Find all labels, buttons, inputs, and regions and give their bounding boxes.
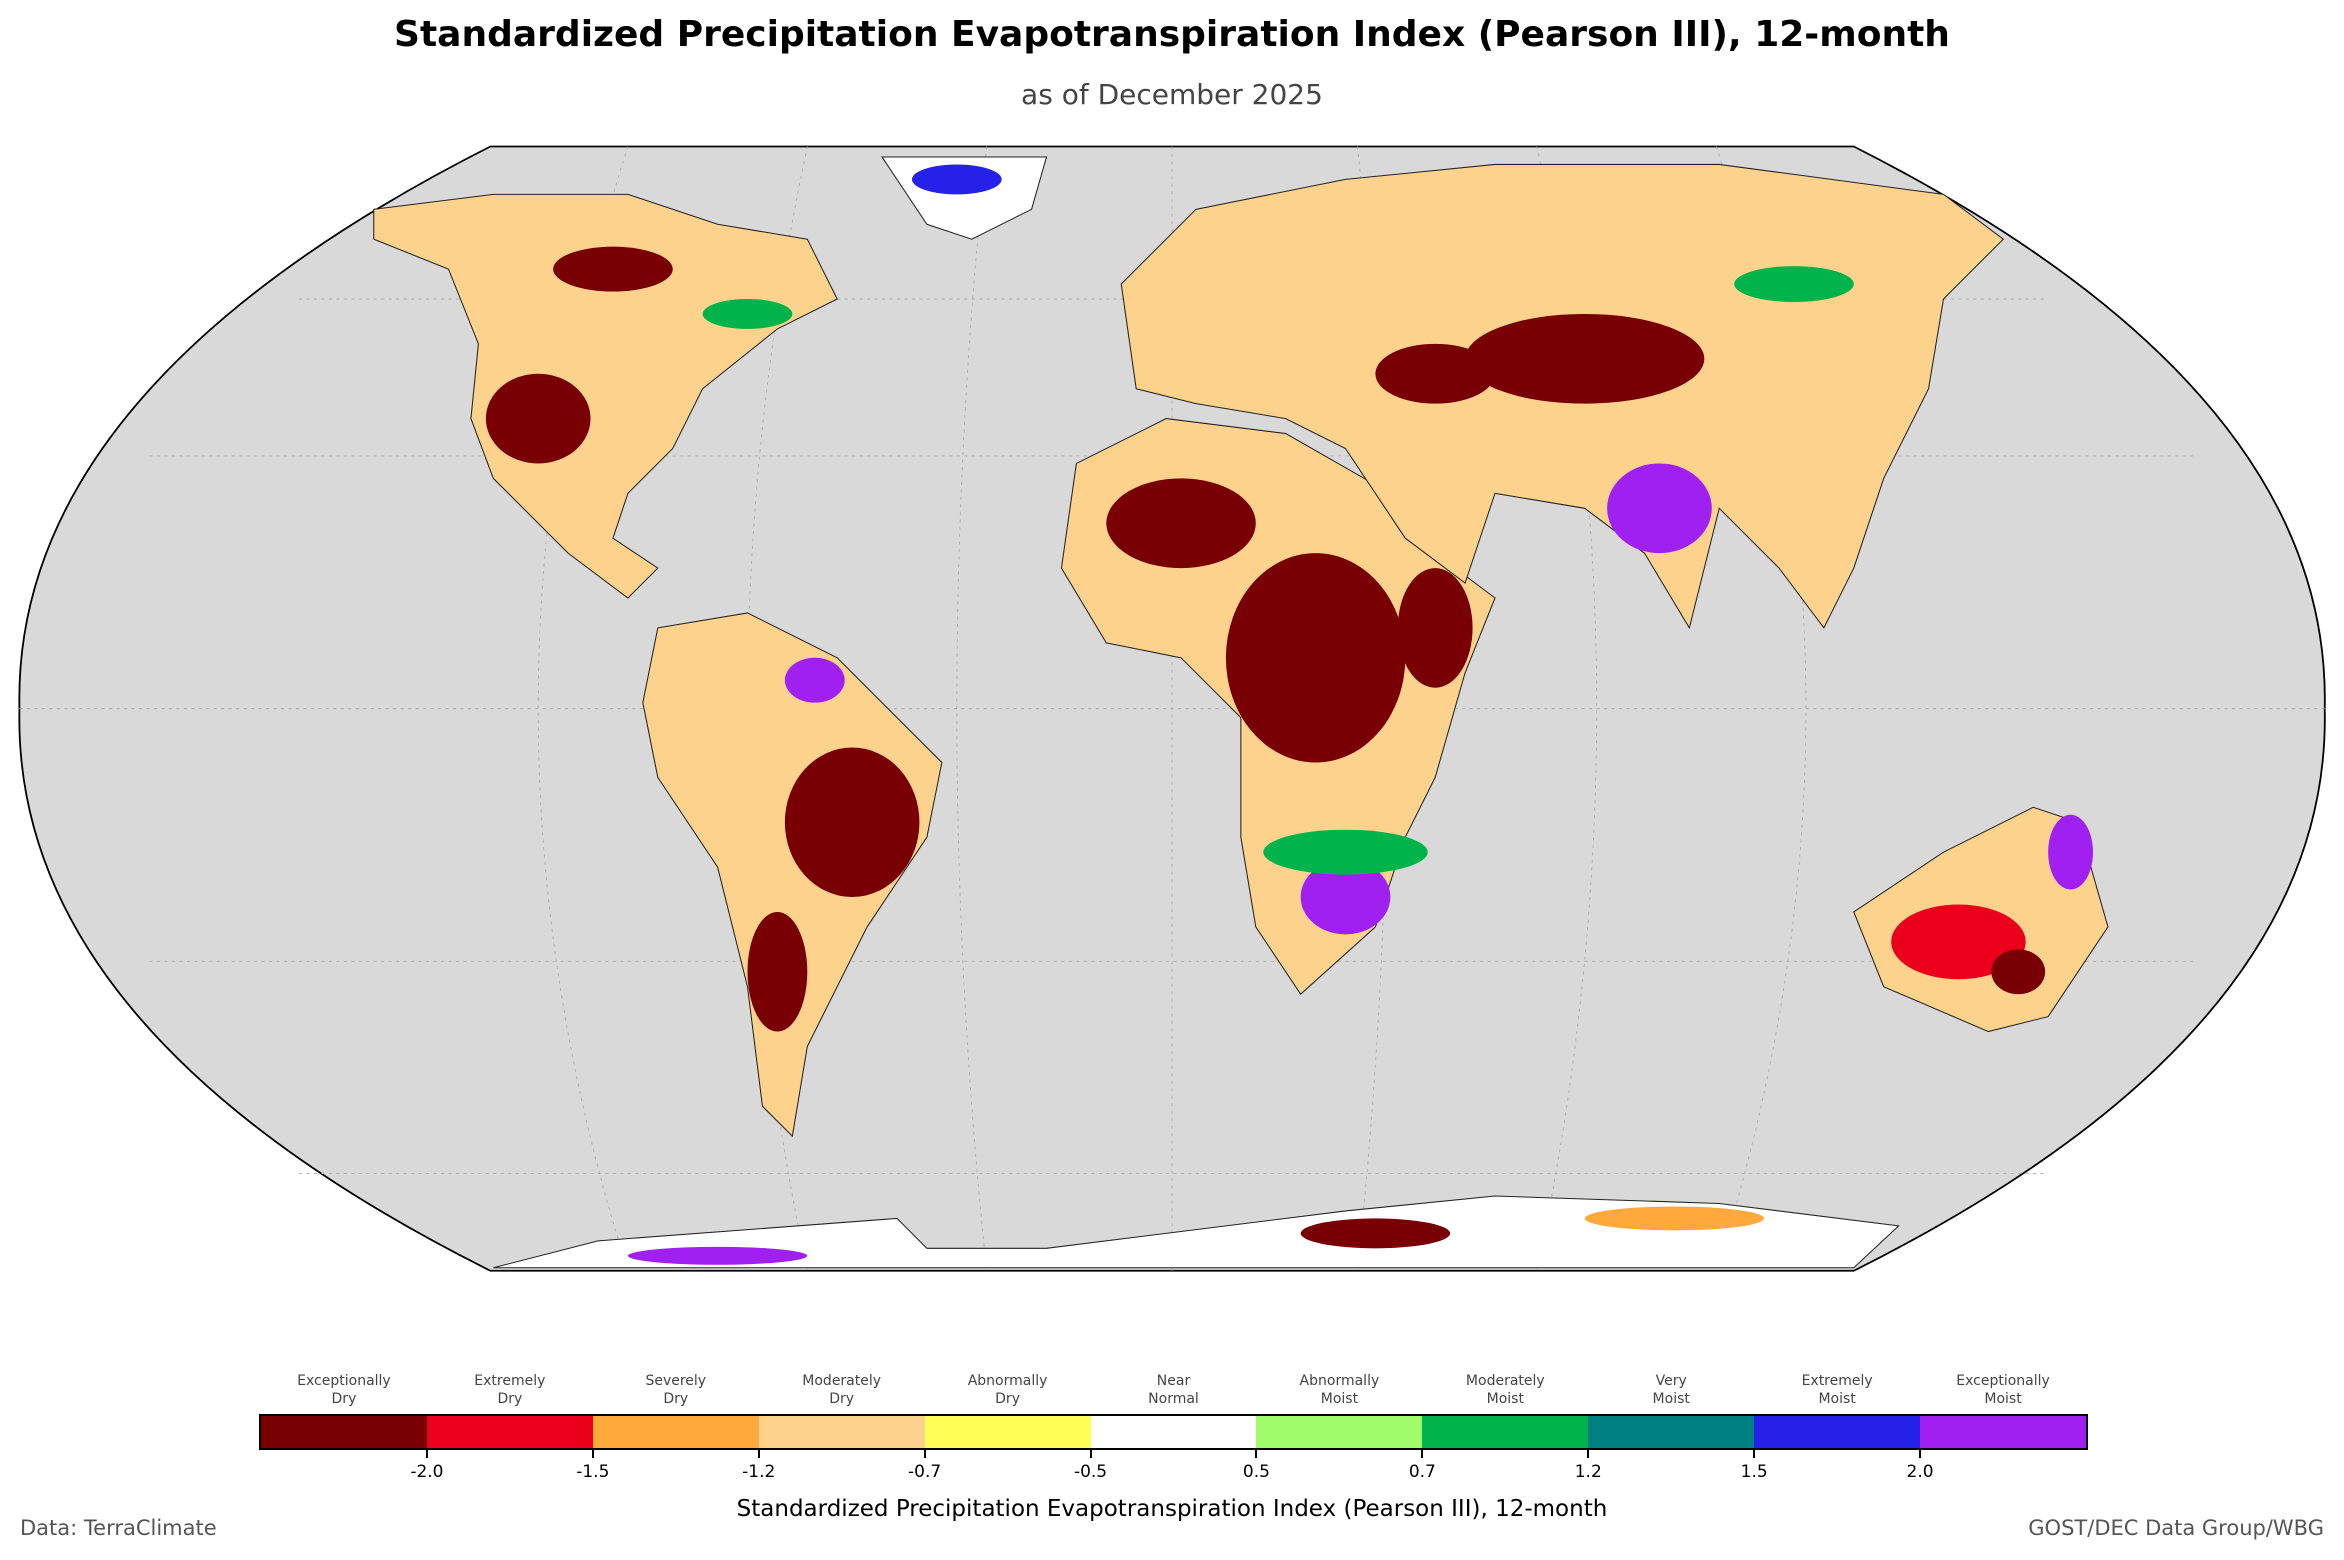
category-line1: Moderately xyxy=(802,1373,882,1389)
category-line2: Normal xyxy=(1148,1391,1199,1407)
colorbar-segment xyxy=(1920,1416,2086,1448)
tick-mark xyxy=(1587,1448,1590,1458)
tick-mark xyxy=(923,1448,926,1458)
tick-label: -2.0 xyxy=(410,1462,444,1482)
tick-label: 2.0 xyxy=(1906,1462,1934,1482)
colorbar-segment xyxy=(426,1416,593,1448)
colorbar xyxy=(259,1414,2088,1450)
tick-label: 0.5 xyxy=(1242,1462,1270,1482)
tick-mark xyxy=(1089,1448,1092,1458)
colorbar-label: Standardized Precipitation Evapotranspir… xyxy=(736,1496,1608,1522)
category-label: Exceptionally Dry xyxy=(264,1372,424,1408)
colorbar-segment xyxy=(1588,1416,1755,1448)
category-line1: Near xyxy=(1156,1373,1191,1389)
world-map xyxy=(18,145,2326,1272)
tick-label: -1.2 xyxy=(742,1462,776,1482)
colorbar-segment xyxy=(592,1416,759,1448)
tick-label: 0.7 xyxy=(1408,1462,1436,1482)
colorbar-segment xyxy=(1090,1416,1257,1448)
category-label: Abnormally Dry xyxy=(928,1372,1088,1408)
chart-title: Standardized Precipitation Evapotranspir… xyxy=(394,14,1950,55)
tick-mark xyxy=(591,1448,594,1458)
category-label: Extremely Moist xyxy=(1757,1372,1917,1408)
antarctica xyxy=(493,1195,1900,1269)
category-line2: Moist xyxy=(1652,1391,1690,1407)
category-label: Extremely Dry xyxy=(430,1372,590,1408)
category-line1: Very xyxy=(1655,1373,1687,1389)
category-line1: Exceptionally xyxy=(1956,1373,2050,1389)
category-line2: Moist xyxy=(1984,1391,2022,1407)
spei-anomalies xyxy=(485,164,2093,1265)
category-line1: Severely xyxy=(645,1373,707,1389)
credit: GOST/DEC Data Group/WBG xyxy=(2028,1516,2324,1540)
chart-subtitle: as of December 2025 xyxy=(1021,78,1323,111)
tick-mark xyxy=(1919,1448,1922,1458)
colorbar-segment xyxy=(924,1416,1091,1448)
category-label: Severely Dry xyxy=(596,1372,756,1408)
colorbar-segment xyxy=(1256,1416,1423,1448)
category-line2: Dry xyxy=(497,1391,523,1407)
tick-label: -1.5 xyxy=(576,1462,610,1482)
category-line1: Abnormally xyxy=(967,1373,1048,1389)
category-line2: Dry xyxy=(331,1391,357,1407)
colorbar-segment xyxy=(261,1416,427,1448)
category-line2: Dry xyxy=(663,1391,689,1407)
tick-mark xyxy=(1753,1448,1756,1458)
colorbar-segment xyxy=(1754,1416,1921,1448)
tick-mark xyxy=(1421,1448,1424,1458)
category-label: Abnormally Moist xyxy=(1259,1372,1419,1408)
category-label: Near Normal xyxy=(1094,1372,1254,1408)
category-line2: Dry xyxy=(829,1391,855,1407)
category-line1: Moderately xyxy=(1465,1373,1545,1389)
south-america xyxy=(642,612,943,1138)
tick-mark xyxy=(1255,1448,1258,1458)
category-line2: Moist xyxy=(1320,1391,1359,1407)
category-line2: Moist xyxy=(1486,1391,1524,1407)
category-line1: Extremely xyxy=(1801,1373,1873,1389)
category-label: Moderately Dry xyxy=(762,1372,922,1408)
data-source: Data: TerraClimate xyxy=(20,1516,217,1540)
tick-label: -0.5 xyxy=(1073,1462,1108,1482)
tick-label: -0.7 xyxy=(908,1462,942,1482)
category-label: Moderately Moist xyxy=(1425,1372,1585,1408)
category-label: Exceptionally Moist xyxy=(1923,1372,2083,1408)
category-line1: Abnormally xyxy=(1299,1373,1380,1389)
category-label: Very Moist xyxy=(1591,1372,1751,1408)
tick-mark xyxy=(757,1448,760,1458)
tick-label: 1.5 xyxy=(1740,1462,1768,1482)
category-line2: Dry xyxy=(995,1391,1020,1407)
category-line2: Moist xyxy=(1818,1391,1856,1407)
category-line1: Exceptionally xyxy=(297,1373,391,1389)
tick-label: 1.2 xyxy=(1574,1462,1602,1482)
colorbar-segment xyxy=(1422,1416,1589,1448)
category-line1: Extremely xyxy=(474,1373,546,1389)
colorbar-segment xyxy=(758,1416,925,1448)
north-america xyxy=(373,193,838,599)
tick-mark xyxy=(425,1448,428,1458)
